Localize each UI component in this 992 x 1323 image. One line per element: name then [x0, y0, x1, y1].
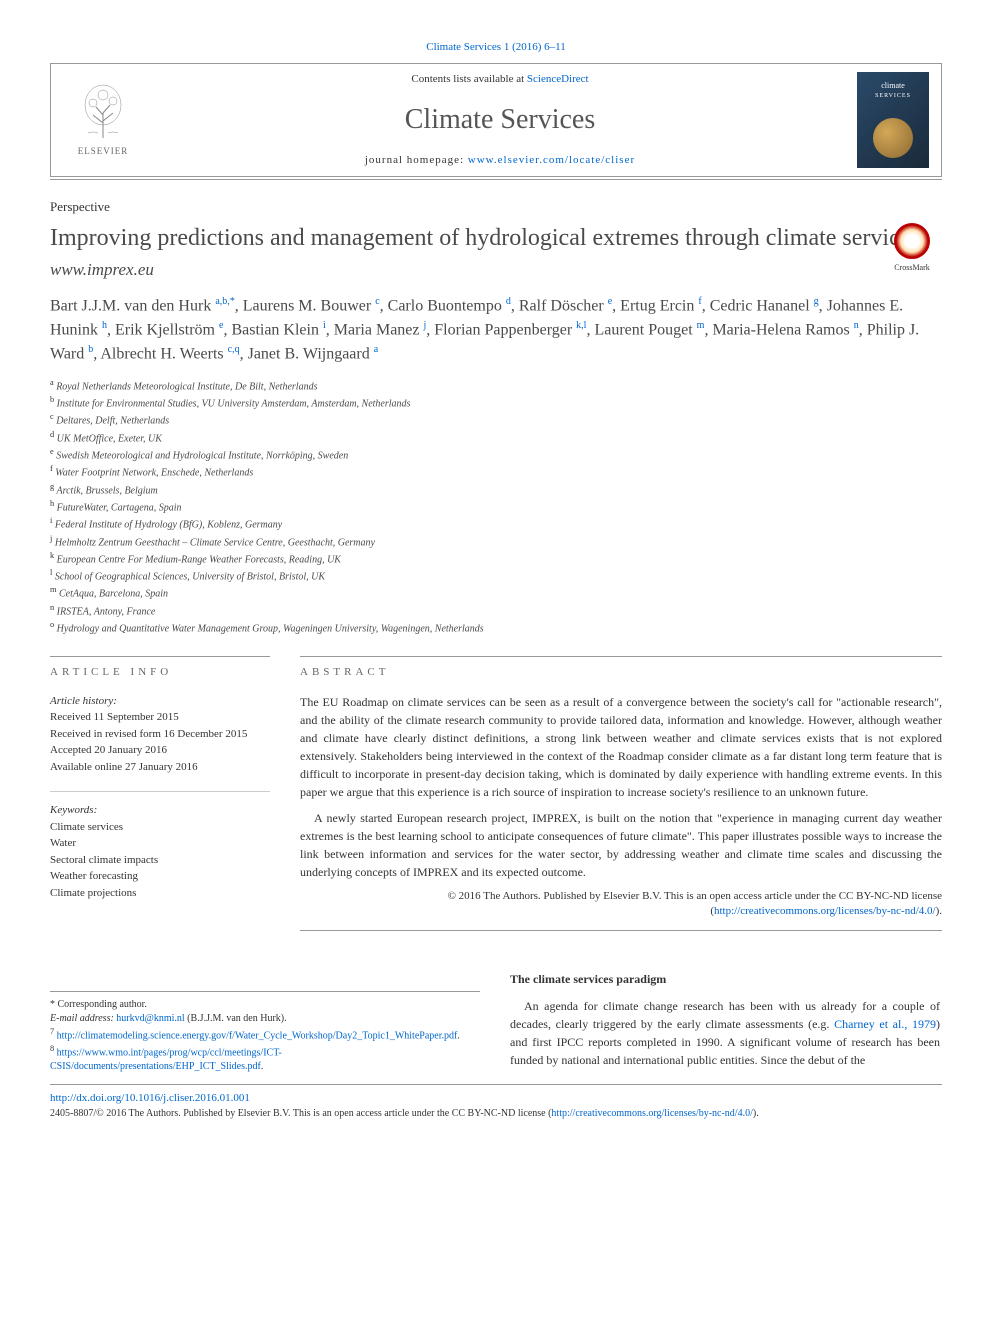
abstract-end-divider	[300, 930, 942, 931]
info-abstract-row: ARTICLE INFO Article history: Received 1…	[50, 656, 942, 930]
body-left-col: * Corresponding author. E-mail address: …	[50, 971, 480, 1075]
article-title: Improving predictions and management of …	[50, 223, 942, 254]
homepage-prefix: journal homepage:	[365, 154, 468, 166]
body-right-col: The climate services paradigm An agenda …	[510, 971, 940, 1075]
footer-license-link[interactable]: http://creativecommons.org/licenses/by-n…	[551, 1108, 752, 1119]
body-two-column: * Corresponding author. E-mail address: …	[50, 971, 942, 1075]
cover-subtitle: SERVICES	[875, 92, 911, 100]
header-center: Contents lists available at ScienceDirec…	[143, 72, 857, 168]
contents-lists-line: Contents lists available at ScienceDirec…	[143, 72, 857, 87]
abstract-text: The EU Roadmap on climate services can b…	[300, 693, 942, 881]
elsevier-logo: ELSEVIER	[63, 75, 143, 165]
journal-reference: Climate Services 1 (2016) 6–11	[50, 40, 942, 55]
history-label: Article history:	[50, 695, 117, 707]
homepage-link[interactable]: www.elsevier.com/locate/cliser	[468, 154, 635, 166]
footnote-link[interactable]: https://www.wmo.int/pages/prog/wcp/ccl/m…	[50, 1047, 282, 1072]
abstract-copyright: © 2016 The Authors. Published by Elsevie…	[300, 889, 942, 920]
journal-header-box: ELSEVIER Contents lists available at Sci…	[50, 63, 942, 177]
keywords-label: Keywords:	[50, 804, 97, 816]
email-label: E-mail address:	[50, 1013, 116, 1024]
crossmark-label: CrossMark	[894, 262, 930, 273]
affiliations-list: a Royal Netherlands Meteorological Insti…	[50, 377, 942, 637]
article-type: Perspective	[50, 198, 942, 216]
email-name: (B.J.J.M. van den Hurk).	[185, 1013, 287, 1024]
crossmark-icon	[894, 223, 930, 259]
keywords-block: Keywords: Climate servicesWaterSectoral …	[50, 802, 270, 901]
email-line: E-mail address: hurkvd@knmi.nl (B.J.J.M.…	[50, 1012, 480, 1026]
sciencedirect-link[interactable]: ScienceDirect	[527, 73, 589, 85]
abstract-heading: ABSTRACT	[300, 656, 942, 680]
cover-globe-graphic	[873, 118, 913, 158]
section-heading: The climate services paradigm	[510, 971, 940, 988]
elsevier-name: ELSEVIER	[78, 145, 129, 158]
journal-homepage-line: journal homepage: www.elsevier.com/locat…	[143, 153, 857, 168]
article-history-block: Article history: Received 11 September 2…	[50, 693, 270, 776]
info-divider	[50, 791, 270, 792]
journal-ref-link[interactable]: Climate Services 1 (2016) 6–11	[426, 41, 566, 53]
cover-title: climate	[881, 80, 905, 91]
journal-name: Climate Services	[143, 100, 857, 139]
doi-link[interactable]: http://dx.doi.org/10.1016/j.cliser.2016.…	[50, 1092, 250, 1104]
body-paragraph: An agenda for climate change research ha…	[510, 997, 940, 1069]
crossmark-badge[interactable]: CrossMark	[882, 223, 942, 273]
license-link[interactable]: http://creativecommons.org/licenses/by-n…	[714, 905, 936, 917]
issn-copyright-line: 2405-8807/© 2016 The Authors. Published …	[50, 1108, 551, 1119]
author-email-link[interactable]: hurkvd@knmi.nl	[116, 1013, 184, 1024]
elsevier-tree-icon	[78, 83, 128, 143]
footer-suffix: ).	[753, 1108, 759, 1119]
corresponding-author-note: * Corresponding author.	[50, 998, 480, 1012]
page-footer: http://dx.doi.org/10.1016/j.cliser.2016.…	[50, 1084, 942, 1120]
header-divider	[50, 179, 942, 180]
contents-prefix: Contents lists available at	[411, 73, 526, 85]
article-info-heading: ARTICLE INFO	[50, 656, 270, 680]
article-info-column: ARTICLE INFO Article history: Received 1…	[50, 656, 270, 930]
citation-link[interactable]: Charney et al., 1979	[834, 1017, 936, 1031]
abstract-column: ABSTRACT The EU Roadmap on climate servi…	[300, 656, 942, 930]
article-subtitle: www.imprex.eu	[50, 258, 942, 282]
copyright-suffix: ).	[936, 905, 942, 917]
footnotes-block: * Corresponding author. E-mail address: …	[50, 991, 480, 1075]
authors-list: Bart J.J.M. van den Hurk a,b,*, Laurens …	[50, 294, 942, 367]
journal-cover-thumbnail: climate SERVICES	[857, 72, 929, 168]
title-row: Improving predictions and management of …	[50, 223, 942, 254]
footnote-link[interactable]: http://climatemodeling.science.energy.go…	[57, 1030, 458, 1041]
